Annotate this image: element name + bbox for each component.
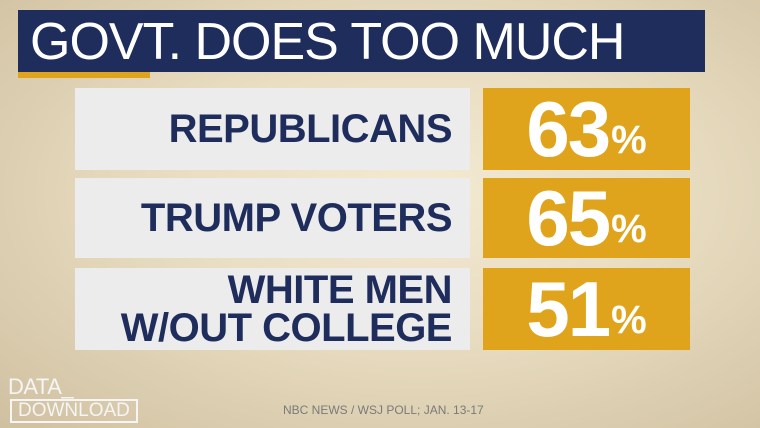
value-unit: %: [611, 117, 647, 162]
row-label: REPUBLICANS: [75, 88, 470, 170]
logo-bottom: DOWNLOAD: [10, 399, 138, 423]
value-unit: %: [611, 206, 647, 251]
value-number: 65: [526, 173, 611, 262]
row-value: 63%: [483, 85, 690, 173]
value-number: 63: [526, 84, 611, 173]
logo-top: DATA_: [8, 374, 74, 399]
row-label: TRUMP VOTERS: [75, 178, 470, 258]
value-number: 51: [526, 264, 611, 353]
source: NBC NEWS / WSJ POLL; JAN. 13-17: [283, 403, 484, 417]
accent-strip: [18, 72, 150, 78]
row: REPUBLICANS 63%: [75, 85, 690, 173]
label-line: TRUMP VOTERS: [140, 196, 453, 240]
row: WHITE MEN W/OUT COLLEGE 51%: [75, 265, 690, 353]
label-line: REPUBLICANS: [168, 107, 453, 151]
title: GOVT. DOES TOO MUCH: [30, 13, 625, 71]
value-unit: %: [611, 297, 647, 342]
row-label: WHITE MEN W/OUT COLLEGE: [75, 268, 470, 350]
row-value: 65%: [483, 174, 690, 262]
title-bar: [18, 10, 705, 72]
label-line: W/OUT COLLEGE: [120, 306, 453, 350]
row-value: 51%: [483, 265, 690, 353]
row: TRUMP VOTERS 65%: [75, 174, 690, 262]
label-line: WHITE MEN: [227, 268, 453, 312]
